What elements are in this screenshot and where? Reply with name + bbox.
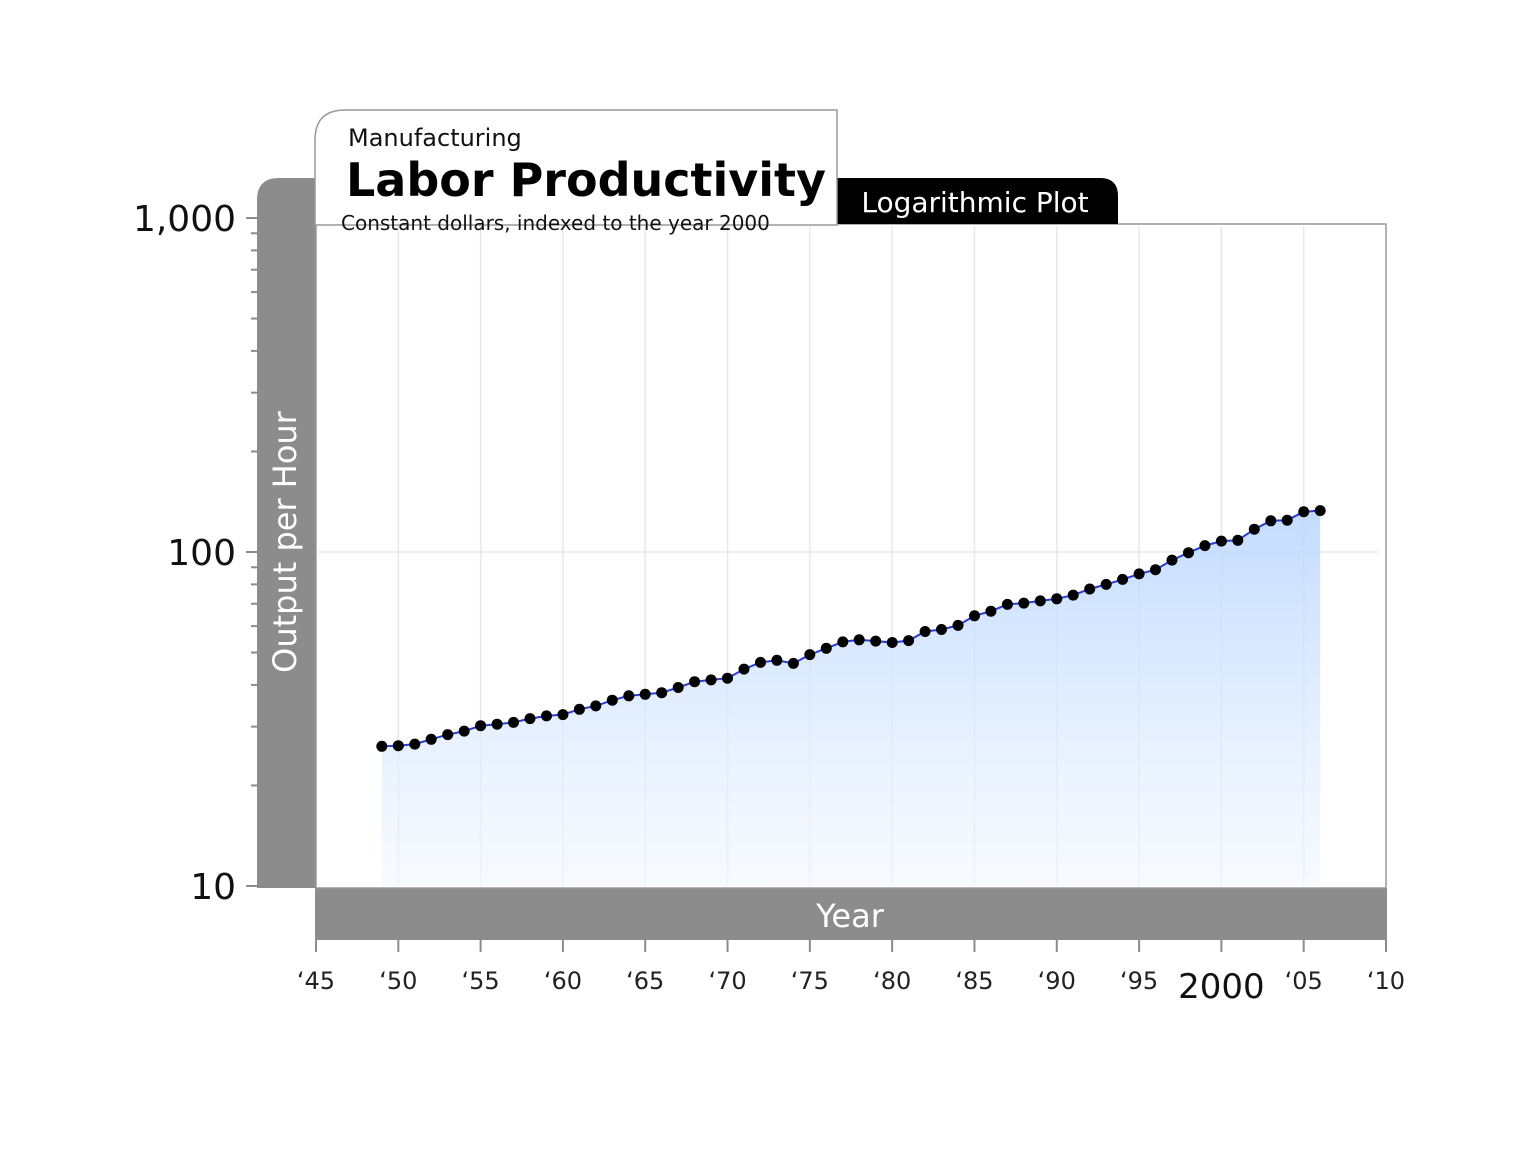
data-point-1949 (376, 740, 388, 752)
x-axis: ‘45 ‘50 ‘55 ‘60 ‘65 ‘70 ‘75 ‘80 ‘85 ‘90 ‘95 2000 ‘05… (297, 940, 1405, 1007)
data-point-2002 (1248, 523, 1260, 535)
data-point-1983 (936, 624, 947, 635)
y-tick-label: 100 (167, 533, 236, 574)
logarithmic-plot-badge (836, 178, 1118, 224)
data-point-1952 (425, 733, 437, 745)
data-point-1975 (804, 649, 816, 661)
x-tick-label: ‘10 (1367, 967, 1405, 995)
x-tick-label: ‘55 (462, 967, 500, 995)
data-point-2006 (1314, 505, 1326, 517)
data-point-2005 (1298, 506, 1310, 518)
data-point-1959 (541, 710, 552, 722)
area-fill (381, 510, 1321, 886)
title-box (314, 109, 838, 226)
data-point-1997 (1166, 554, 1178, 566)
data-point-1953 (442, 729, 454, 741)
data-point-2000 (1215, 535, 1227, 547)
data-point-1977 (837, 636, 849, 648)
x-tick-label: ‘65 (626, 967, 664, 995)
data-point-1951 (409, 738, 421, 750)
data-point-1955 (475, 720, 487, 732)
data-point-1967 (672, 682, 684, 693)
data-point-1985 (969, 610, 980, 622)
data-point-1960 (557, 709, 569, 721)
y-tick-label: 10 (190, 867, 236, 908)
x-tick-label: ‘85 (955, 967, 993, 995)
x-tick-label: ‘60 (544, 967, 582, 995)
data-point-1974 (787, 657, 799, 669)
data-point-1993 (1100, 578, 1112, 590)
data-point-1999 (1199, 540, 1211, 552)
data-point-1986 (985, 605, 997, 617)
data-point-1956 (491, 718, 503, 730)
badge-label: Logarithmic Plot (861, 186, 1088, 219)
data-point-1995 (1133, 568, 1145, 580)
chart-supertitle: Manufacturing (348, 124, 522, 152)
data-point-1982 (919, 626, 931, 637)
data-point-1981 (903, 635, 915, 647)
data-point-1996 (1150, 564, 1161, 576)
data-point-1968 (689, 676, 701, 688)
data-point-1958 (524, 713, 536, 725)
data-point-1964 (623, 690, 635, 702)
data-point-2004 (1281, 514, 1293, 526)
data-point-1998 (1183, 547, 1194, 559)
x-tick-label: 2000 (1178, 967, 1265, 1007)
chart-title: Labor Productivity (346, 153, 826, 207)
data-point-1990 (1051, 593, 1063, 605)
data-point-1992 (1084, 583, 1096, 595)
data-point-1989 (1034, 595, 1046, 607)
x-tick-label: ‘80 (873, 967, 911, 995)
x-axis-band (315, 888, 1387, 940)
y-axis-title: Output per Hour (266, 410, 304, 673)
series-markers (376, 505, 1326, 752)
area-fill-layer (381, 510, 1321, 886)
data-point-1963 (606, 694, 618, 706)
data-point-1950 (392, 740, 404, 752)
data-point-1954 (458, 725, 470, 737)
data-point-1969 (705, 674, 717, 686)
series-line (381, 509, 1321, 748)
data-point-1962 (590, 700, 602, 712)
data-point-1961 (573, 703, 585, 715)
data-point-1976 (820, 642, 832, 654)
x-tick-label: ‘75 (791, 967, 829, 995)
data-point-1987 (1001, 598, 1013, 610)
x-tick-label: ‘05 (1285, 967, 1323, 995)
x-tick-label: ‘90 (1038, 967, 1076, 995)
x-tick-label: ‘95 (1120, 967, 1158, 995)
data-point-1971 (738, 663, 750, 675)
data-point-1979 (870, 635, 882, 647)
x-tick-label: ‘70 (708, 967, 746, 995)
x-tick-label: ‘45 (297, 967, 335, 995)
y-tick-label: 1,000 (133, 199, 236, 240)
data-point-1966 (656, 687, 668, 699)
data-point-2003 (1265, 515, 1277, 527)
series-line-layer (381, 509, 1321, 748)
data-point-1973 (771, 654, 783, 666)
x-axis-title: Year (815, 897, 885, 935)
data-point-1991 (1067, 589, 1079, 601)
data-point-1965 (639, 688, 651, 700)
data-point-2001 (1232, 534, 1244, 546)
y-axis-band (257, 178, 316, 888)
chart-subtitle: Constant dollars, indexed to the year 20… (341, 211, 770, 235)
data-point-1988 (1018, 597, 1030, 609)
data-point-1980 (886, 637, 898, 648)
data-point-1984 (952, 619, 964, 631)
data-point-1957 (508, 716, 519, 728)
data-point-1972 (755, 656, 766, 668)
data-point-1970 (722, 672, 733, 684)
x-tick-label: ‘50 (379, 967, 417, 995)
data-point-1978 (853, 634, 865, 646)
data-point-1994 (1117, 573, 1129, 585)
y-axis: 1,000 100 10 (133, 199, 257, 908)
